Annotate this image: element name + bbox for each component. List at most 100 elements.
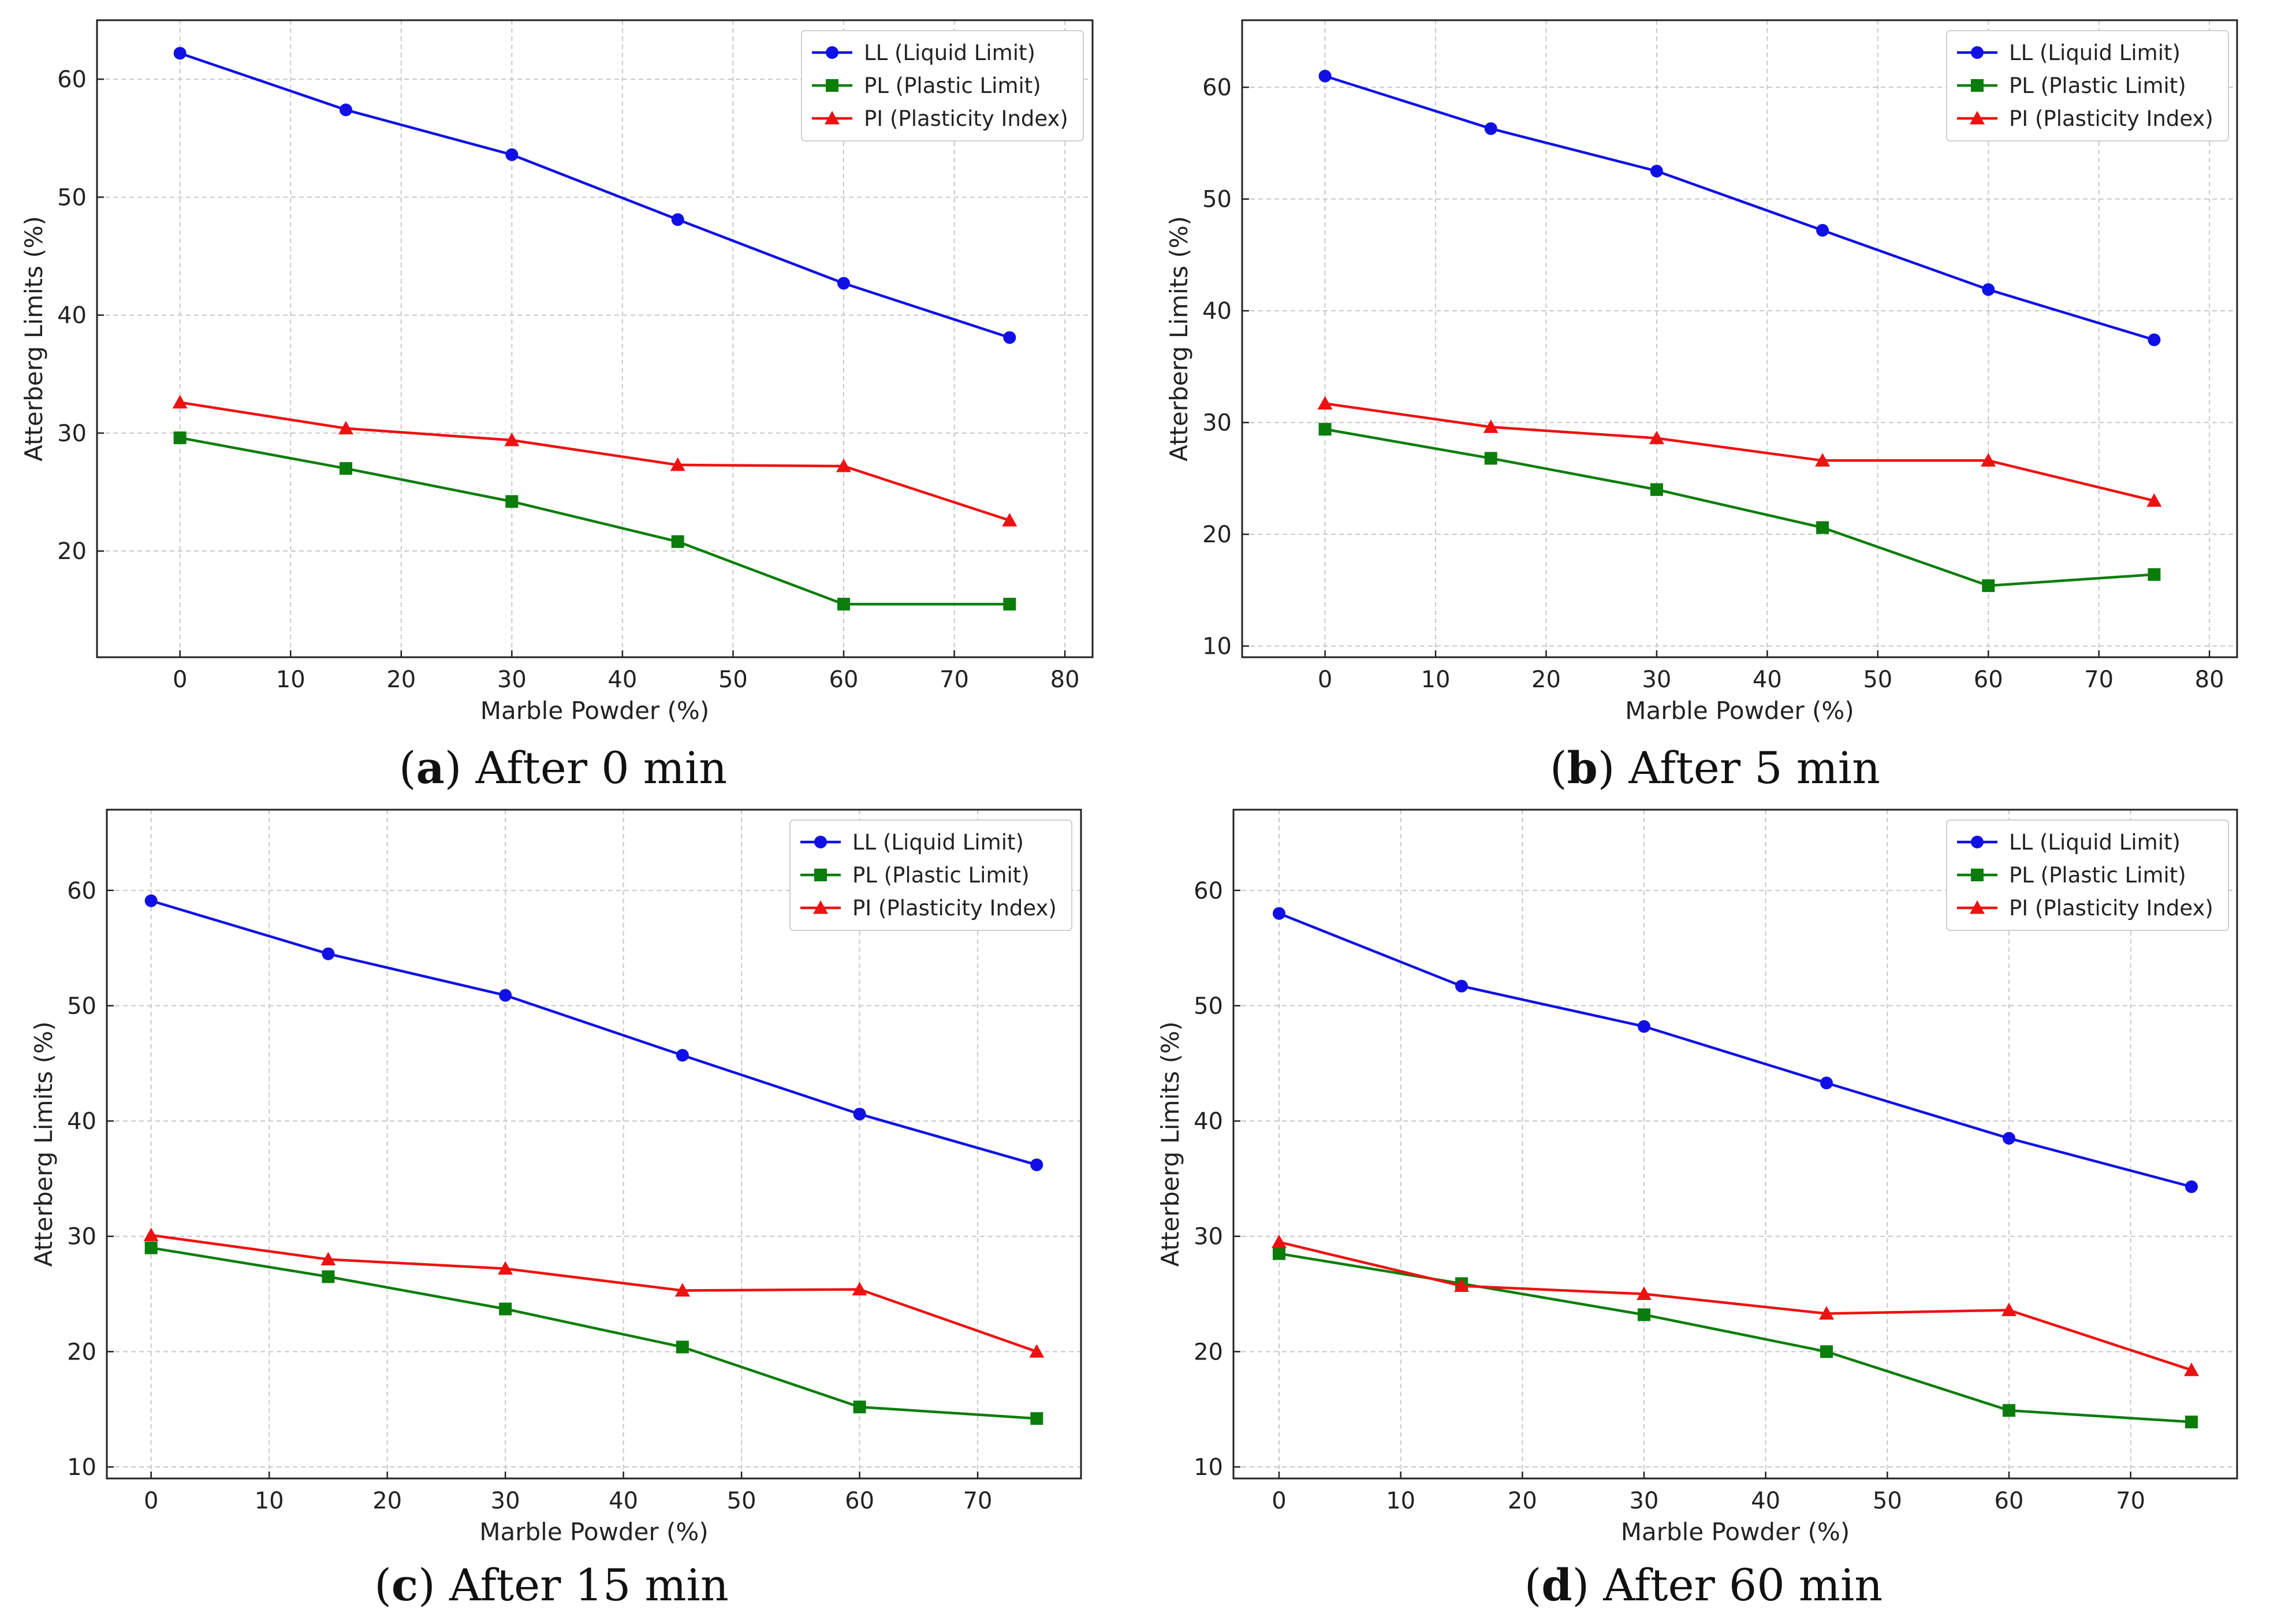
legend-marker <box>826 79 838 92</box>
data-point <box>1273 1247 1285 1260</box>
legend-label: PI (Plasticity Index) <box>2009 896 2213 921</box>
data-point <box>2003 1404 2015 1417</box>
data-point <box>1030 1412 1043 1425</box>
legend-box <box>1946 30 2229 141</box>
data-point <box>1484 122 1497 135</box>
data-point <box>1982 283 1995 296</box>
data-point <box>676 1340 689 1354</box>
caption-letter: c <box>391 1559 419 1611</box>
y-tick-label: 50 <box>67 993 96 1019</box>
legend-marker <box>814 836 827 848</box>
data-point <box>1638 1020 1650 1033</box>
data-point <box>505 495 519 508</box>
y-tick-label: 60 <box>1202 75 1232 101</box>
data-point <box>852 1282 867 1295</box>
x-axis-label: Marble Powder (%) <box>1625 696 1854 725</box>
legend-entry-ll: LL (Liquid Limit) <box>1957 830 2180 855</box>
x-tick-label: 30 <box>497 666 527 693</box>
x-tick-label: 60 <box>1995 1488 2024 1514</box>
x-tick-label: 20 <box>372 1488 402 1514</box>
data-point <box>1650 165 1663 178</box>
x-tick-label: 10 <box>1386 1488 1415 1514</box>
data-point <box>671 535 684 548</box>
plot-frame <box>96 19 1094 658</box>
data-point <box>144 894 158 907</box>
y-tick-label: 30 <box>1194 1224 1223 1250</box>
series-pi <box>1272 1234 2199 1376</box>
series-pl <box>144 1241 1043 1425</box>
y-axis-label: Atterberg Limits (%) <box>29 1021 58 1267</box>
x-axis: 0 10 20 30 40 50 60 70 80 <box>173 650 1080 693</box>
data-point <box>1317 396 1333 410</box>
y-axis-label: Atterberg Limits (%) <box>20 216 48 461</box>
caption-a: (a) After 0 min <box>398 742 728 794</box>
series-pi <box>172 394 1017 527</box>
legend: LL (Liquid Limit) PL (Plastic Limit) PI (P… <box>1946 30 2229 141</box>
data-point <box>1638 1308 1650 1321</box>
series-pl <box>173 431 1016 611</box>
data-point <box>1029 1344 1045 1358</box>
data-point <box>1455 979 1468 993</box>
legend-label: LL (Liquid Limit) <box>864 40 1035 65</box>
series-line <box>179 52 1011 339</box>
legend-marker <box>1971 836 1984 848</box>
x-tick-label: 80 <box>2195 666 2224 693</box>
y-tick-label: 40 <box>1194 1108 1223 1135</box>
data-point <box>674 1283 690 1297</box>
data-point <box>322 1270 335 1283</box>
data-point <box>853 1400 866 1414</box>
x-tick-label: 0 <box>173 666 187 693</box>
series-line <box>180 401 1011 522</box>
data-point <box>1318 423 1332 436</box>
data-point <box>837 277 850 290</box>
x-tick-label: 40 <box>1753 666 1782 693</box>
series-line <box>1278 912 2192 1189</box>
x-tick-label: 50 <box>1863 666 1892 693</box>
x-tick-label: 50 <box>1873 1488 1902 1514</box>
caption-text: After 15 min <box>449 1559 729 1611</box>
data-point <box>2148 333 2161 347</box>
x-tick-label: 50 <box>718 666 748 693</box>
legend-box <box>801 30 1084 141</box>
data-point <box>853 1108 866 1121</box>
legend-entry-pi: PI (Plasticity Index) <box>812 106 1068 131</box>
data-point <box>836 459 851 472</box>
caption-c: (c) After 15 min <box>374 1559 729 1611</box>
data-point <box>1454 1278 1469 1292</box>
legend-marker <box>1971 46 1984 59</box>
data-point <box>173 431 187 445</box>
x-tick-label: 0 <box>144 1488 158 1514</box>
x-axis-label: Marble Powder (%) <box>479 1518 708 1546</box>
legend-entry-ll: LL (Liquid Limit) <box>812 40 1035 65</box>
y-tick-label: 60 <box>1194 878 1223 904</box>
legend-entry-pi: PI (Plasticity Index) <box>1957 896 2213 921</box>
y-axis: 20 30 40 50 60 <box>57 66 104 565</box>
data-point <box>2185 1180 2198 1193</box>
chart-panel-c: 0 10 20 30 40 50 60 70 10 20 30 40 50 60 Marble Powder… <box>29 809 1082 1546</box>
data-point <box>1820 1077 1833 1090</box>
data-point <box>340 462 352 475</box>
legend-entry-pi: PI (Plasticity Index) <box>800 896 1057 921</box>
plot-frame <box>1241 19 2238 658</box>
data-point <box>1816 521 1829 534</box>
series-ll <box>144 894 1043 1171</box>
data-point <box>1272 1234 1287 1249</box>
legend-entry-ll: LL (Liquid Limit) <box>800 830 1024 855</box>
data-point <box>1318 69 1332 83</box>
data-point <box>2184 1362 2199 1376</box>
y-tick-label: 30 <box>57 420 87 447</box>
data-point <box>504 433 520 446</box>
data-point <box>2146 493 2162 507</box>
legend-entry-pl: PL (Plastic Limit) <box>800 863 1030 888</box>
data-point <box>1819 1306 1834 1320</box>
x-tick-label: 0 <box>1272 1488 1286 1514</box>
legend-marker <box>826 46 838 59</box>
data-point <box>1982 579 1995 593</box>
chart-panel-d: 0 10 20 30 40 50 60 70 10 20 30 40 50 60 Marble Powder… <box>1156 809 2238 1546</box>
x-tick-label: 70 <box>2116 1488 2145 1514</box>
x-tick-label: 30 <box>1642 666 1671 693</box>
legend-label: PI (Plasticity Index) <box>852 896 1057 921</box>
data-point <box>676 1049 689 1062</box>
data-point <box>499 1302 512 1316</box>
data-point <box>1003 331 1016 344</box>
